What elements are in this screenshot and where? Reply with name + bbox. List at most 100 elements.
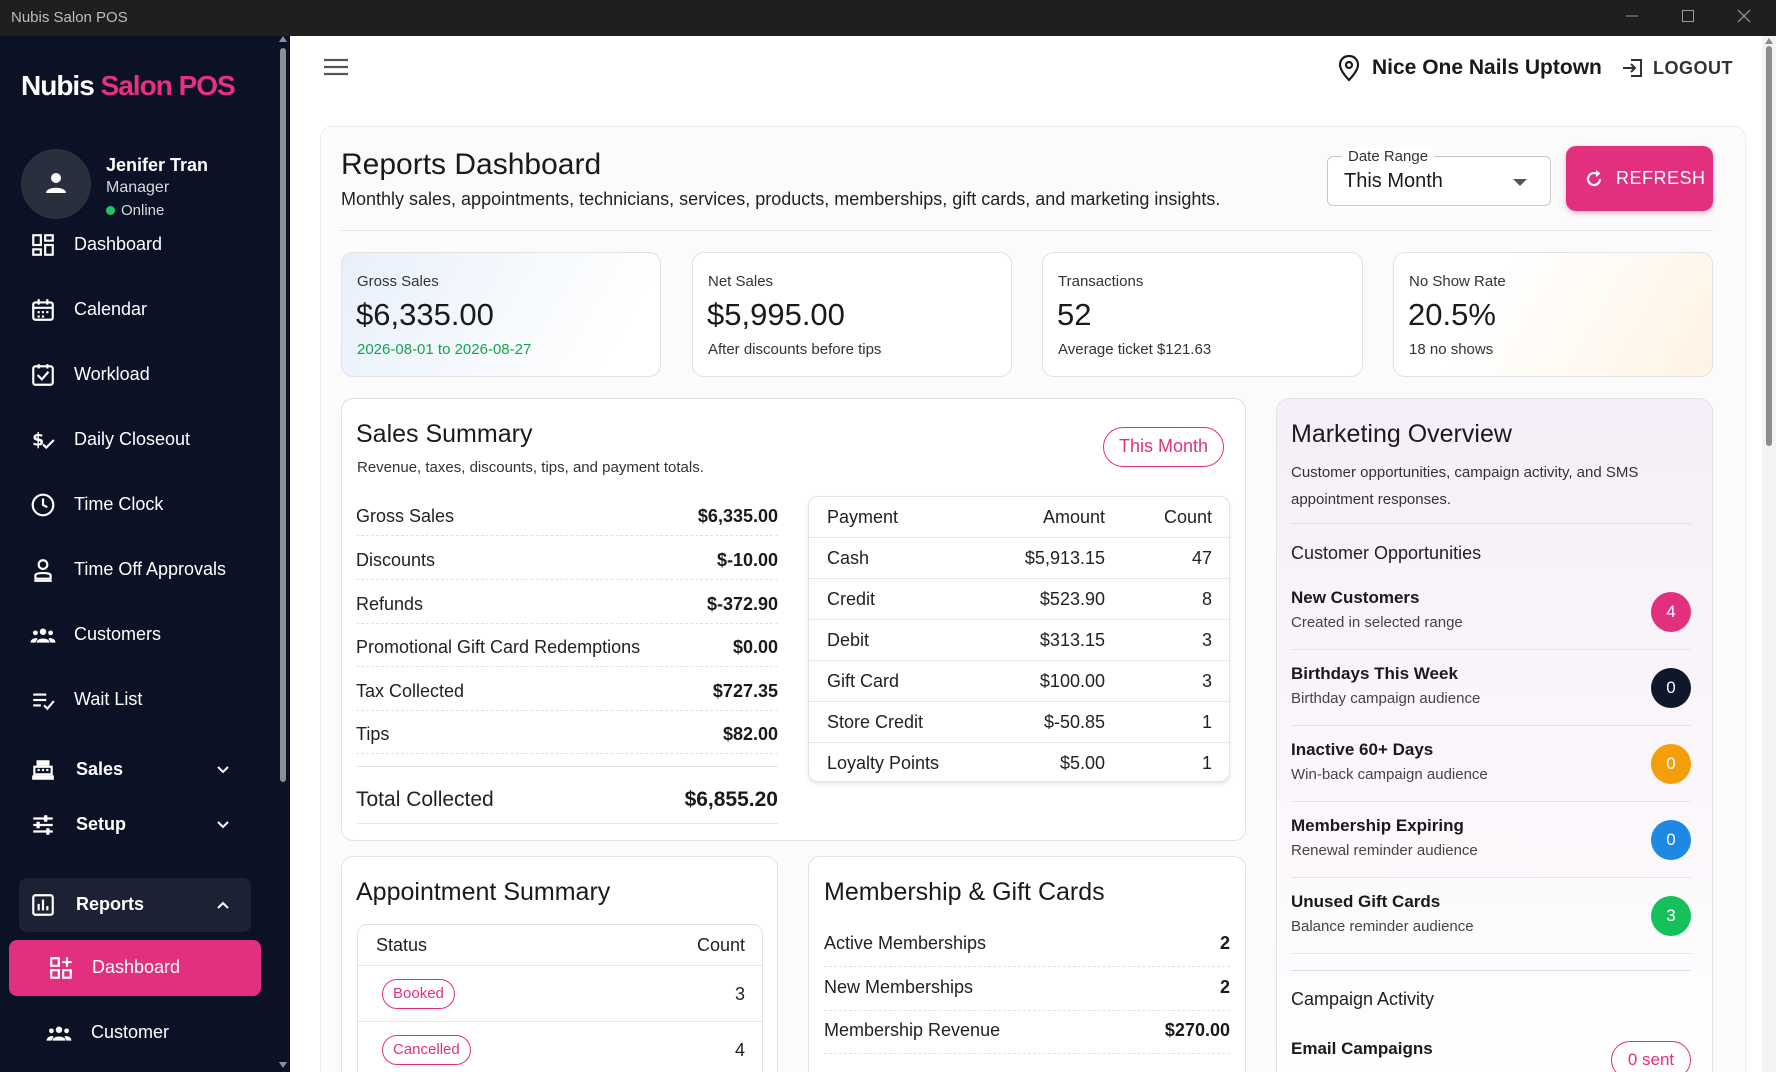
stat-value: $6,335.00 (356, 297, 494, 332)
sidebar-item-daily-closeout[interactable]: $ Daily Closeout (0, 414, 276, 466)
count-badge: 0 (1651, 668, 1691, 708)
summary-row-tips: Tips $82.00 (356, 714, 778, 754)
location-pin-icon (1338, 54, 1360, 82)
sidebar-group-reports[interactable]: Reports (0, 879, 276, 931)
row-value: $0.00 (732, 637, 778, 657)
opportunity-birthdays[interactable]: Birthdays This Week Birthday campaign au… (1291, 650, 1691, 726)
maximize-icon (1682, 10, 1694, 22)
sidebar-group-setup[interactable]: Setup (0, 799, 276, 851)
payment-method: Credit (827, 589, 876, 609)
sidebar-item-wait-list[interactable]: Wait List (0, 674, 276, 726)
payment-count: 1 (1201, 753, 1212, 773)
status-badge: Cancelled (382, 1035, 471, 1065)
opportunity-inactive[interactable]: Inactive 60+ Days Win-back campaign audi… (1291, 726, 1691, 802)
row-value: $727.35 (712, 681, 778, 701)
sidebar-item-calendar[interactable]: Calendar (0, 284, 276, 336)
main-scrollbar[interactable] (1762, 36, 1776, 1072)
col-header-payment: Payment (827, 507, 899, 527)
count-badge: 0 (1651, 744, 1691, 784)
table-row: Credit $523.90 8 (809, 579, 1229, 620)
opportunity-desc: Win-back campaign audience (1291, 766, 1488, 783)
opportunity-membership-expiring[interactable]: Membership Expiring Renewal reminder aud… (1291, 802, 1691, 878)
scrollbar-thumb[interactable] (1766, 46, 1772, 446)
sidebar-scrollbar[interactable] (276, 36, 290, 1072)
scrollbar-thumb[interactable] (280, 48, 286, 782)
scroll-down-icon[interactable] (279, 1062, 287, 1068)
row-label: Refunds (356, 594, 424, 614)
close-icon (1737, 9, 1751, 23)
window-title: Nubis Salon POS (11, 9, 128, 26)
minimize-button[interactable] (1604, 0, 1660, 32)
stat-label: Net Sales (708, 273, 774, 290)
summary-row-promo-gift-card: Promotional Gift Card Redemptions $0.00 (356, 627, 778, 667)
chevron-up-icon (217, 901, 229, 909)
row-value: $270.00 (1164, 1020, 1230, 1040)
opportunity-new-customers[interactable]: New Customers Created in selected range … (1291, 574, 1691, 650)
sidebar-subitem-dashboard[interactable]: Dashboard (0, 942, 276, 994)
sidebar-item-time-off-approvals[interactable]: Time Off Approvals (0, 544, 276, 596)
stat-sub: Average ticket $121.63 (1058, 341, 1212, 358)
user-name: Jenifer Tran (106, 155, 209, 175)
sidebar-group-sales[interactable]: Sales (0, 744, 276, 796)
stat-sub: After discounts before tips (708, 341, 882, 358)
sidebar-item-label: Customers (74, 624, 162, 644)
opportunity-unused-gift-cards[interactable]: Unused Gift Cards Balance reminder audie… (1291, 878, 1691, 954)
sidebar-item-label: Workload (74, 364, 150, 384)
payment-amount: $5.00 (1059, 753, 1105, 773)
campaign-title: Campaign Activity (1291, 989, 1435, 1009)
location-name: Nice One Nails Uptown (1372, 56, 1602, 79)
stat-label: Transactions (1058, 273, 1144, 290)
marketing-divider (1291, 523, 1691, 524)
sidebar-item-time-clock[interactable]: Time Clock (0, 479, 276, 531)
scroll-up-icon[interactable] (1765, 38, 1773, 44)
hamburger-menu-icon[interactable] (324, 57, 348, 77)
close-window-button[interactable] (1716, 0, 1772, 32)
stat-value: 52 (1057, 297, 1092, 332)
marketing-title: Marketing Overview (1291, 420, 1512, 448)
total-label: Total Collected (356, 788, 494, 811)
opportunity-title: Membership Expiring (1291, 816, 1464, 835)
row-label: Tips (356, 724, 390, 744)
membership-row-revenue: Membership Revenue $270.00 (824, 1010, 1230, 1054)
stat-card-transactions: Transactions 52 Average ticket $121.63 (1042, 252, 1363, 377)
sidebar-item-dashboard[interactable]: Dashboard (0, 219, 276, 271)
opportunity-desc: Created in selected range (1291, 614, 1463, 631)
col-header-count: Count (1163, 507, 1212, 527)
stat-sub: 18 no shows (1409, 341, 1494, 358)
refresh-label: REFRESH (1616, 168, 1706, 188)
period-pill[interactable]: This Month (1103, 427, 1224, 467)
summary-row-refunds: Refunds $-372.90 (356, 584, 778, 624)
user-status: Online (106, 202, 164, 219)
scroll-up-icon[interactable] (279, 36, 287, 42)
sidebar-subitem-customer[interactable]: Customer (0, 1007, 276, 1059)
user-role: Manager (106, 179, 170, 196)
closeout-icon: $ (32, 430, 55, 450)
date-range-select[interactable]: Date Range This Month (1327, 148, 1551, 206)
opportunity-title: Birthdays This Week (1291, 664, 1458, 683)
maximize-button[interactable] (1660, 0, 1716, 32)
email-campaigns-pill[interactable]: 0 sent (1611, 1041, 1691, 1072)
sidebar-item-customers[interactable]: Customers (0, 609, 276, 661)
payment-count: 1 (1201, 712, 1212, 732)
row-value: $6,335.00 (697, 506, 778, 526)
row-label: Tax Collected (356, 681, 465, 701)
chevron-down-icon (217, 766, 229, 774)
user-profile[interactable]: Jenifer Tran Manager Online (21, 149, 271, 225)
summary-row-gross-sales: Gross Sales $6,335.00 (356, 496, 778, 536)
marketing-subtitle-line: Customer opportunities, campaign activit… (1291, 464, 1639, 481)
sidebar-item-workload[interactable]: Workload (0, 349, 276, 401)
refresh-button[interactable]: REFRESH (1566, 146, 1713, 211)
stat-card-no-show-rate: No Show Rate 20.5% 18 no shows (1393, 252, 1713, 377)
opportunity-desc: Renewal reminder audience (1291, 842, 1478, 859)
payment-amount: $5,913.15 (1024, 548, 1105, 568)
stat-value: 20.5% (1408, 297, 1496, 332)
count-badge: 3 (1651, 896, 1691, 936)
status-count: 4 (734, 1040, 745, 1060)
col-header-count: Count (696, 935, 745, 955)
table-row: Cancelled 4 (358, 1022, 762, 1072)
customers-icon (46, 1026, 72, 1041)
appointment-table-header: Status Count (358, 925, 762, 966)
sidebar-group-label: Reports (76, 894, 145, 914)
membership-gift-card (808, 856, 1246, 1072)
sidebar-group-label: Setup (76, 814, 127, 834)
